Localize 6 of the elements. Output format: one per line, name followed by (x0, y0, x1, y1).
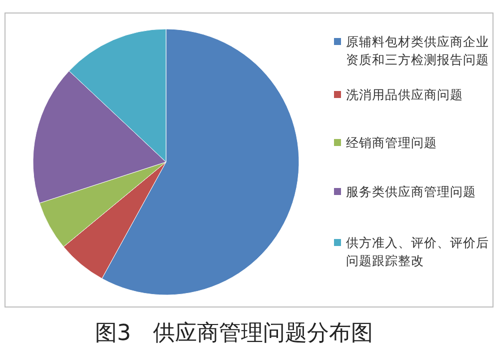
legend-label: 经销商管理问题 (346, 135, 437, 150)
legend-label: 洗消用品供应商问题 (346, 87, 463, 102)
text: 图3 供应商管理问题分布图 (95, 321, 373, 346)
legend-label: 供方准入、评价、评价后问题跟踪整改 (346, 235, 489, 268)
legend-label: 服务类供应商管理问题 (346, 184, 476, 199)
legend-label: 原辅料包材类供应商企业资质和三方检测报告问题 (346, 34, 489, 67)
